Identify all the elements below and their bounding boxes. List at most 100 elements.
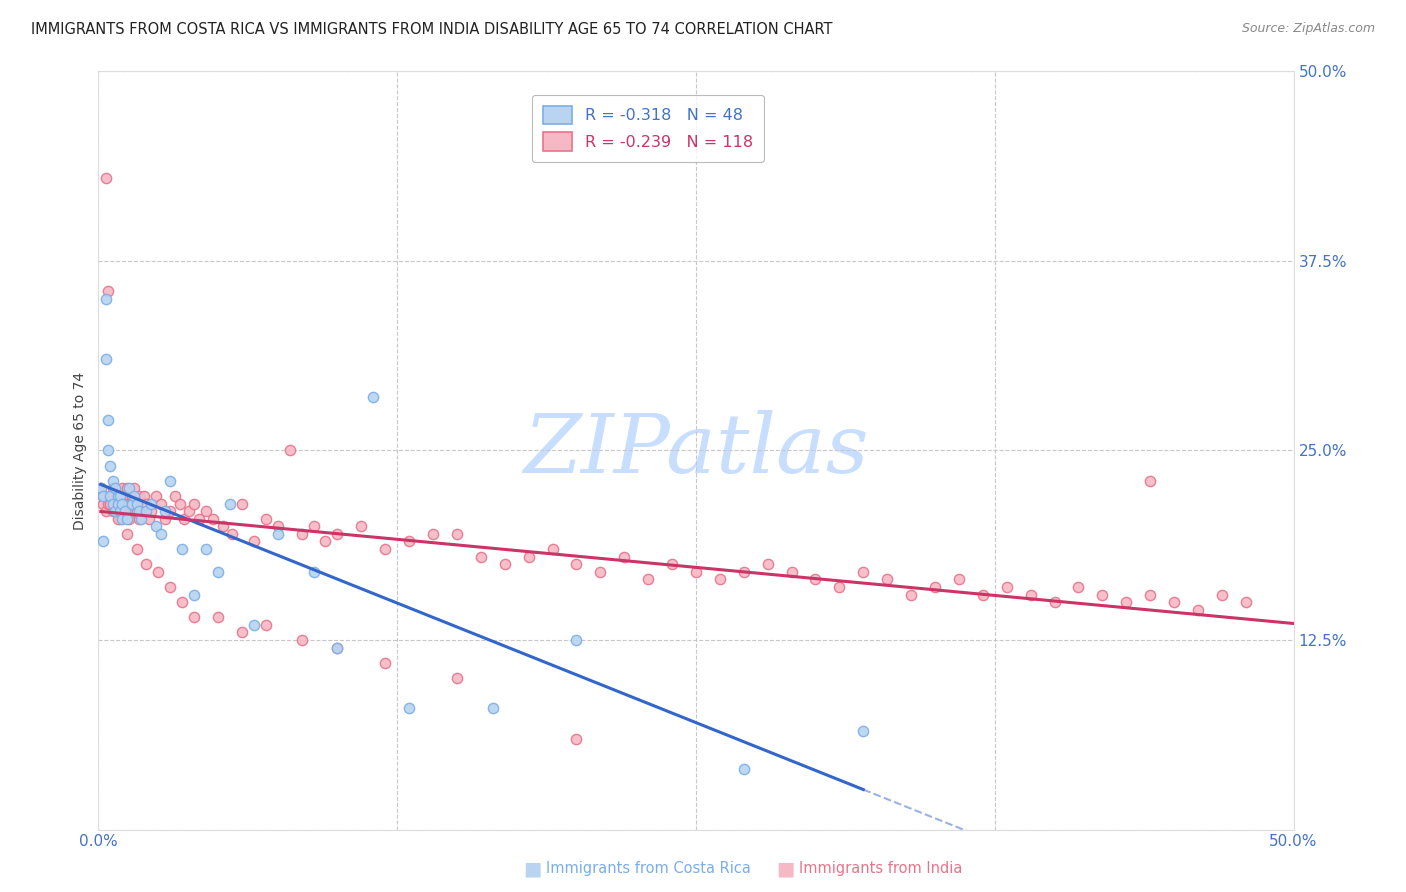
Point [350, 519, 373, 533]
Point [709, 573, 731, 587]
Point [98, 496, 122, 510]
Point [139, 496, 162, 510]
Point [1019, 588, 1042, 602]
Point [1234, 595, 1257, 609]
Point [948, 573, 970, 587]
Point [98, 458, 122, 473]
Point [128, 504, 150, 518]
Point [195, 504, 218, 518]
Point [207, 610, 229, 624]
Point [828, 580, 851, 594]
Point [876, 573, 898, 587]
Point [90, 482, 112, 496]
Point [315, 534, 337, 549]
Point [221, 526, 243, 541]
Point [115, 504, 138, 518]
Point [733, 565, 755, 579]
Point [91, 489, 114, 503]
Point [374, 656, 396, 670]
Point [163, 489, 186, 503]
Point [97, 285, 120, 299]
Point [374, 542, 396, 557]
Text: ■: ■ [776, 859, 794, 879]
Point [91, 534, 114, 549]
Point [128, 512, 150, 526]
Point [565, 557, 588, 572]
Point [565, 633, 588, 648]
Point [155, 512, 177, 526]
Point [124, 489, 146, 503]
Point [125, 504, 148, 518]
Point [852, 565, 875, 579]
Point [128, 489, 150, 503]
Point [470, 549, 492, 564]
Point [90, 482, 112, 496]
Point [446, 671, 468, 685]
Point [494, 557, 516, 572]
Point [91, 496, 114, 510]
Point [121, 496, 143, 510]
Point [254, 512, 277, 526]
Point [98, 489, 122, 503]
Point [145, 489, 167, 503]
Point [124, 482, 146, 496]
Point [107, 512, 129, 526]
Point [326, 640, 349, 655]
Point [183, 496, 205, 510]
Point [589, 565, 612, 579]
Point [172, 542, 194, 557]
Point [422, 526, 444, 541]
Point [211, 519, 233, 533]
Point [131, 512, 153, 526]
Point [756, 557, 779, 572]
Point [114, 489, 136, 503]
Point [398, 701, 420, 715]
Point [108, 496, 131, 510]
Text: ZIPatlas: ZIPatlas [523, 410, 869, 491]
Point [733, 762, 755, 776]
Point [852, 724, 875, 739]
Point [661, 557, 683, 572]
Text: IMMIGRANTS FROM COSTA RICA VS IMMIGRANTS FROM INDIA DISABILITY AGE 65 TO 74 CORR: IMMIGRANTS FROM COSTA RICA VS IMMIGRANTS… [31, 22, 832, 37]
Point [326, 526, 349, 541]
Point [111, 482, 134, 496]
Point [155, 504, 177, 518]
Point [159, 474, 181, 488]
Point [104, 496, 127, 510]
Point [924, 580, 946, 594]
Point [231, 625, 253, 640]
Point [173, 512, 195, 526]
Point [94, 292, 117, 306]
Point [135, 504, 157, 518]
Point [104, 482, 127, 496]
Point [972, 588, 994, 602]
Point [125, 496, 148, 510]
Point [114, 504, 136, 518]
Point [148, 565, 170, 579]
Text: Source: ZipAtlas.com: Source: ZipAtlas.com [1241, 22, 1375, 36]
Point [104, 482, 127, 496]
Point [243, 617, 266, 632]
Point [107, 489, 129, 503]
Point [1091, 588, 1114, 602]
Point [118, 496, 141, 510]
Point [1163, 595, 1185, 609]
Point [131, 504, 153, 518]
Point [685, 565, 707, 579]
Point [363, 391, 385, 405]
Point [900, 588, 922, 602]
Point [97, 443, 120, 458]
Point [565, 731, 588, 746]
Point [231, 496, 253, 510]
Point [108, 504, 131, 518]
Point [780, 565, 803, 579]
Point [207, 565, 229, 579]
Point [169, 496, 191, 510]
Point [91, 489, 114, 503]
Point [107, 496, 129, 510]
Point [135, 557, 157, 572]
Point [195, 542, 218, 557]
Point [804, 573, 827, 587]
Point [121, 489, 143, 503]
Point [179, 504, 201, 518]
